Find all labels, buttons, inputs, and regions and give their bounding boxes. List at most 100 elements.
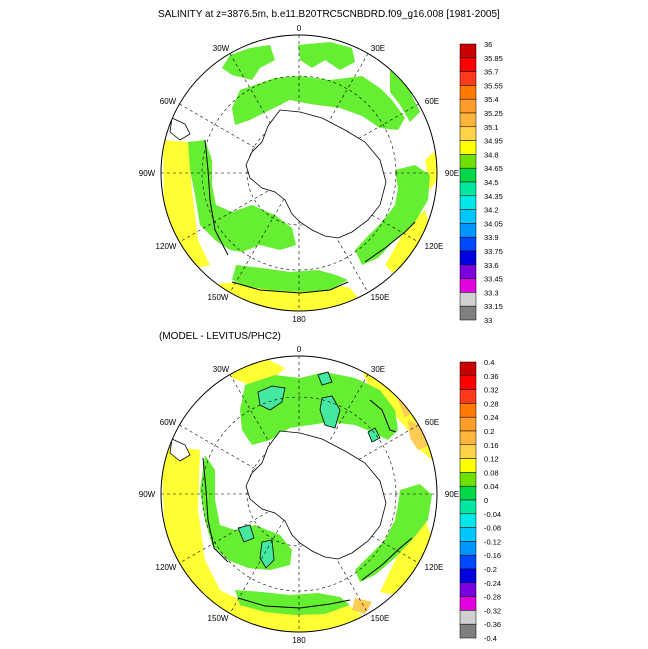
colorbar-swatch <box>459 458 477 473</box>
longitude-label: 150E <box>371 614 390 623</box>
colorbar-tick-label: 34.35 <box>484 192 503 201</box>
colorbar-swatch <box>459 554 477 570</box>
longitude-label: 180 <box>292 636 306 645</box>
colorbar-tick-label: -0.04 <box>484 510 501 519</box>
figure-title: SALINITY at z=3876.5m, b.e11.B20TRC5CNBD… <box>158 9 500 20</box>
colorbar-tick-label: 35.7 <box>484 68 499 77</box>
colorbar-swatch <box>459 541 477 556</box>
contour-line <box>364 221 416 263</box>
colorbar-swatch <box>459 499 477 515</box>
colorbar-swatch <box>459 181 477 197</box>
difference-colorbar: 0.4 0.36 0.32 0.28 0.24 0.2 0.16 0.12 0.08 0.04 0 -… <box>459 358 501 643</box>
colorbar-tick-label: 35.1 <box>484 123 499 132</box>
colorbar-tick-label: 34.65 <box>484 164 503 173</box>
colorbar-tick-label: 36 <box>484 40 492 49</box>
colorbar-swatch <box>459 472 477 487</box>
colorbar-tick-label: 0.16 <box>484 441 499 450</box>
colorbar-swatch <box>459 195 477 210</box>
contour-line <box>361 537 413 581</box>
colorbar-swatch <box>459 485 477 501</box>
field-region-teal <box>259 539 275 569</box>
field-region-green-west <box>188 140 296 252</box>
colorbar-swatch <box>459 527 477 542</box>
longitude-label: 30E <box>371 365 385 374</box>
longitude-label: 0 <box>297 345 302 354</box>
colorbar-tick-label: 33.3 <box>484 288 499 297</box>
colorbar-swatch <box>459 140 477 155</box>
colorbar-tick-label: 35.85 <box>484 54 503 63</box>
meridian-line <box>179 424 419 564</box>
longitude-label: 60W <box>160 418 177 427</box>
meridian-line <box>229 374 369 614</box>
colorbar-swatch <box>459 292 477 307</box>
colorbar-tick-label: 0.4 <box>484 358 494 367</box>
difference-field <box>161 356 437 632</box>
colorbar-tick-label: 35.55 <box>484 81 503 90</box>
colorbar-swatch <box>459 361 477 377</box>
antarctica-coastline <box>245 430 387 560</box>
field-region-yellow-east <box>425 150 437 190</box>
field-region-green-east <box>355 484 432 582</box>
longitude-label: 60E <box>425 97 439 106</box>
colorbar-swatch <box>459 223 477 238</box>
field-region-green-east <box>355 165 430 265</box>
field-region-green-north-2 <box>298 42 355 70</box>
colorbar-swatch <box>459 444 477 459</box>
colorbar-tick-label: 0.32 <box>484 386 499 395</box>
colorbar-swatch <box>459 126 477 141</box>
salinity-map-panel: 0 30E 60E 90E 120E 150E 180 150W 120W 90… <box>139 24 459 324</box>
longitude-label: 180 <box>292 315 306 324</box>
field-region-teal <box>237 524 255 543</box>
field-region-teal <box>317 371 333 386</box>
colorbar-swatch <box>459 57 477 72</box>
longitude-label: 60W <box>160 97 177 106</box>
contour-line <box>231 281 349 294</box>
map-border <box>160 355 438 633</box>
longitude-label: 150W <box>208 293 229 302</box>
salinity-field <box>161 35 437 311</box>
colorbar-tick-label: 34.95 <box>484 137 503 146</box>
longitude-label: 30W <box>213 365 230 374</box>
longitude-label: 90E <box>445 490 459 499</box>
south-america-coastline <box>169 117 191 141</box>
colorbar-swatch <box>459 43 477 59</box>
colorbar-tick-label: -0.12 <box>484 537 501 546</box>
colorbar-swatch <box>459 278 477 293</box>
colorbar-tick-label: 0.12 <box>484 455 499 464</box>
colorbar-tick-label: 0.08 <box>484 468 499 477</box>
difference-map-panel: 0 30E 60E 90E 120E 150E 180 150W 120W 90… <box>139 345 459 645</box>
contour-line <box>202 457 229 563</box>
colorbar-swatch <box>459 375 477 390</box>
colorbar-swatch <box>459 236 477 252</box>
colorbar-tick-label: -0.36 <box>484 620 501 629</box>
colorbar-tick-label: 35.4 <box>484 95 499 104</box>
field-region-green-south <box>232 265 348 292</box>
colorbar-swatch <box>459 568 477 584</box>
longitude-label: 90W <box>139 169 156 178</box>
colorbar-swatch <box>459 112 477 128</box>
colorbar-swatch <box>459 623 477 639</box>
colorbar-tick-label: 0.24 <box>484 413 499 422</box>
colorbar-swatch <box>459 71 477 86</box>
colorbar-tick-label: 33.75 <box>484 247 503 256</box>
colorbar-swatch <box>459 513 477 528</box>
longitude-label: 90W <box>139 490 156 499</box>
longitude-label: 0 <box>297 24 302 33</box>
field-region-yellow-west <box>161 445 365 632</box>
colorbar-swatch <box>459 264 477 279</box>
colorbar-swatch <box>459 98 477 114</box>
longitude-label: 120E <box>425 563 444 572</box>
colorbar-swatch <box>459 209 477 224</box>
field-region-green-north <box>222 45 275 80</box>
colorbar-tick-label: 34.8 <box>484 150 499 159</box>
colorbar-swatch <box>459 610 477 625</box>
colorbar-tick-label: 0 <box>484 496 488 505</box>
panel-subtitle: (MODEL - LEVITUS/PHC2) <box>159 331 281 342</box>
colorbar-swatch <box>459 389 477 404</box>
colorbar-tick-label: -0.2 <box>484 565 497 574</box>
colorbar-swatch <box>459 416 477 432</box>
field-region-teal <box>367 427 381 443</box>
meridian-line <box>179 424 419 564</box>
meridian-line <box>229 374 369 614</box>
